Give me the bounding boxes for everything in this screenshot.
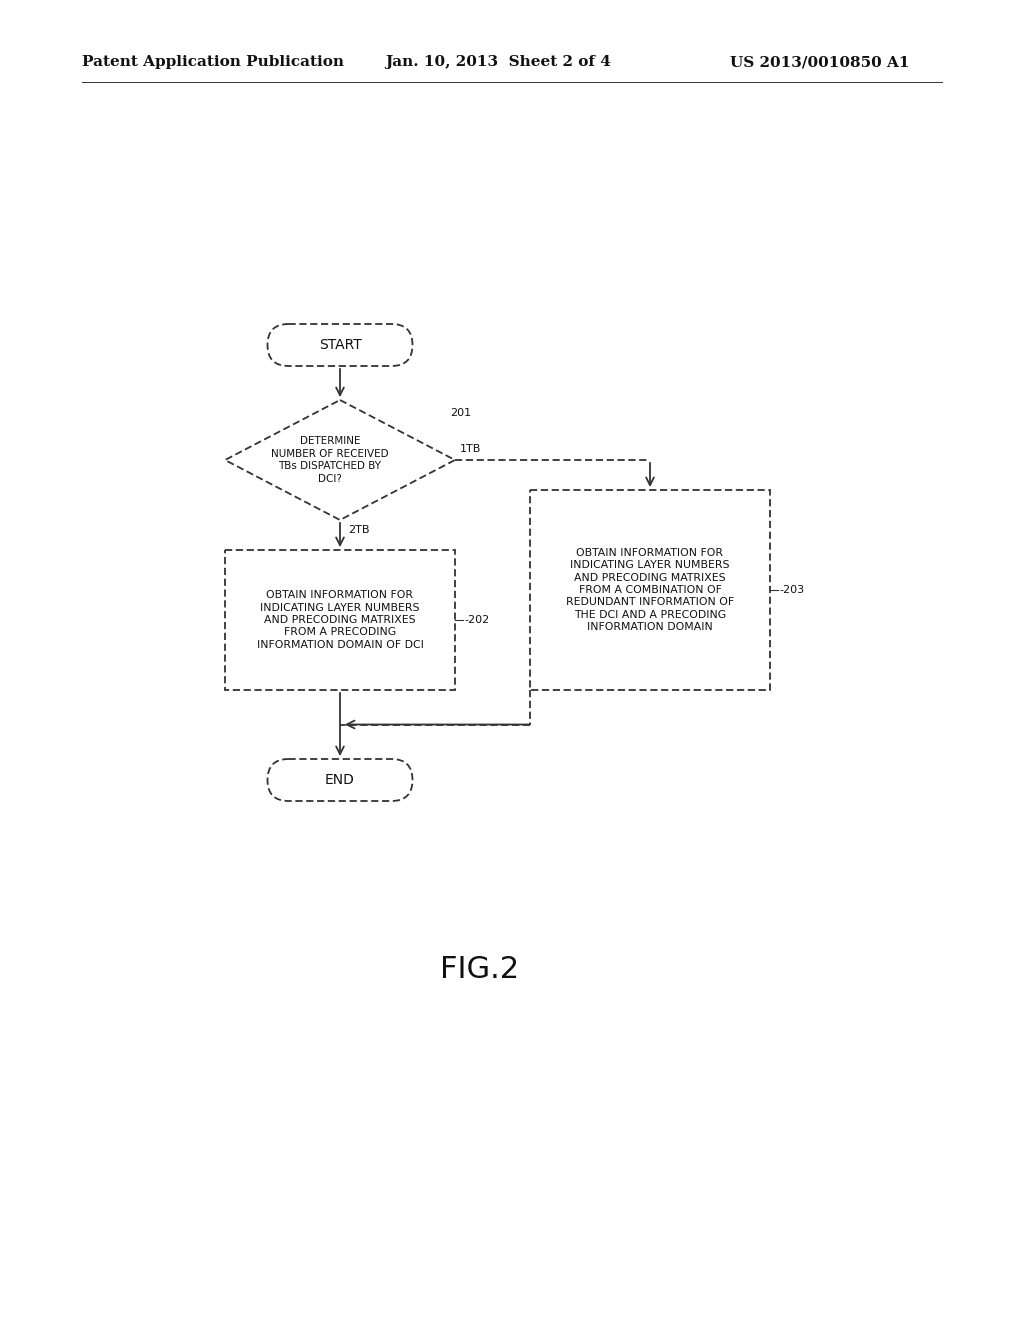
Text: -203: -203 [779,585,804,595]
Text: 2TB: 2TB [348,525,370,535]
Text: OBTAIN INFORMATION FOR
INDICATING LAYER NUMBERS
AND PRECODING MATRIXES
FROM A CO: OBTAIN INFORMATION FOR INDICATING LAYER … [566,548,734,632]
Bar [225,550,455,690]
Polygon shape [225,400,455,520]
Text: OBTAIN INFORMATION FOR
INDICATING LAYER NUMBERS
AND PRECODING MATRIXES
FROM A PR: OBTAIN INFORMATION FOR INDICATING LAYER … [257,590,424,649]
Text: -202: -202 [464,615,489,624]
Text: US 2013/0010850 A1: US 2013/0010850 A1 [730,55,909,69]
FancyBboxPatch shape [267,759,413,801]
Text: START: START [318,338,361,352]
Text: Jan. 10, 2013  Sheet 2 of 4: Jan. 10, 2013 Sheet 2 of 4 [385,55,611,69]
Text: END: END [325,774,355,787]
Text: 201: 201 [450,408,471,418]
Bar [530,490,770,690]
Text: DETERMINE
NUMBER OF RECEIVED
TBs DISPATCHED BY
DCI?: DETERMINE NUMBER OF RECEIVED TBs DISPATC… [271,437,389,483]
FancyBboxPatch shape [267,323,413,366]
Text: FIG.2: FIG.2 [440,956,519,985]
Text: Patent Application Publication: Patent Application Publication [82,55,344,69]
Text: 1TB: 1TB [460,444,481,454]
